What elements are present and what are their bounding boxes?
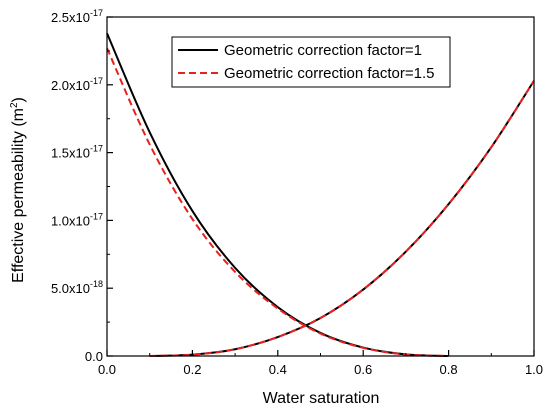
y-axis-label: Effective permeability (m2) (9, 97, 27, 283)
curves (106, 32, 535, 357)
legend-label-factor-1-5: Geometric correction factor=1.5 (224, 65, 435, 82)
series-line-0-curve-1 (149, 80, 535, 357)
legend-label-factor-1: Geometric correction factor=1 (224, 42, 422, 59)
x-tick-label: 0.6 (354, 362, 372, 377)
x-tick-label: 0.0 (98, 362, 116, 377)
series-line-1-curve-0 (106, 47, 449, 357)
x-tick-label: 1.0 (525, 362, 543, 377)
y-tick-label: 1.0x10-17 (51, 211, 103, 228)
x-axis: 0.0 0.2 0.4 0.6 0.8 1.0 (98, 350, 543, 377)
y-tick-label: 2.5x10-17 (51, 8, 103, 25)
legend: Geometric correction factor=1 Geometric … (171, 36, 451, 88)
y-axis: 0.0 5.0x10-18 1.0x10-17 1.5x10-17 2.0x10-17 2… (51, 8, 113, 364)
x-axis-label: Water saturation (263, 390, 380, 407)
y-tick-label: 5.0x10-18 (51, 279, 103, 296)
series-line-1-curve-1 (149, 80, 535, 357)
y-tick-label: 1.5x10-17 (51, 144, 103, 161)
legend-box (171, 36, 451, 88)
x-tick-label: 0.4 (269, 362, 287, 377)
y-tick-label: 2.0x10-17 (51, 76, 103, 93)
y-tick-label: 0.0 (85, 349, 103, 364)
x-tick-label: 0.2 (183, 362, 201, 377)
x-tick-label: 0.8 (440, 362, 458, 377)
